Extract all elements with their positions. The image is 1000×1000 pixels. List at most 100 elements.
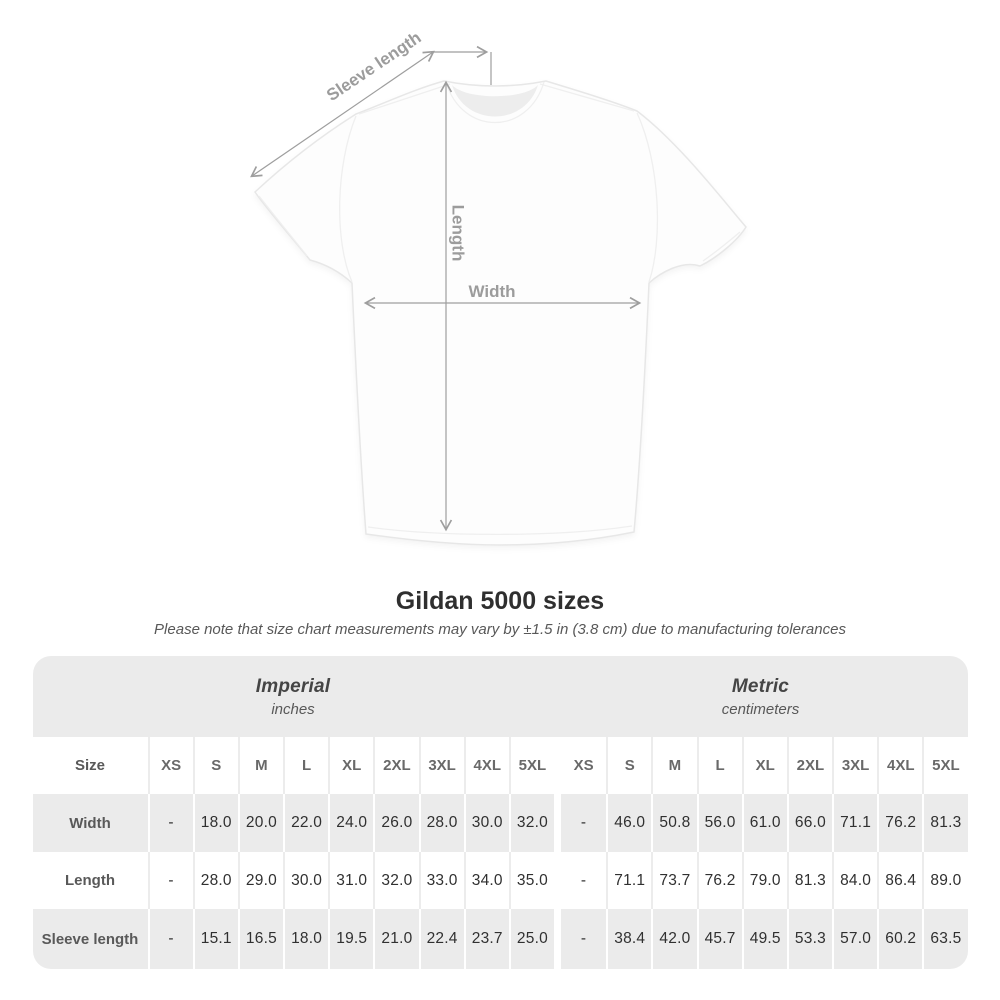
- size-metric-m: M: [651, 737, 697, 794]
- row-label: Sleeve length: [32, 909, 148, 969]
- cell: 76.2: [877, 794, 923, 852]
- cell: 42.0: [651, 909, 697, 969]
- imperial-unit: inches: [271, 700, 315, 718]
- size-metric-xl: XL: [741, 737, 787, 794]
- cell: 21.0: [373, 909, 419, 969]
- unit-divider: [554, 852, 561, 909]
- cell: 84.0: [832, 852, 878, 909]
- cell: 30.0: [283, 852, 329, 909]
- size-imperial-s: S: [192, 737, 238, 794]
- metric-unit: centimeters: [721, 700, 800, 718]
- cell: 79.0: [741, 852, 787, 909]
- cell: 18.0: [283, 909, 329, 969]
- cell: 86.4: [877, 852, 923, 909]
- cell: 57.0: [832, 909, 878, 969]
- cell: 28.0: [192, 852, 238, 909]
- cell: -: [147, 909, 193, 969]
- cell: -: [147, 794, 193, 852]
- cell: 20.0: [237, 794, 283, 852]
- unit-header-band: Imperial inches Metric centimeters: [32, 656, 968, 737]
- cell: 32.0: [373, 852, 419, 909]
- metric-title: Metric: [731, 675, 790, 697]
- cell: 45.7: [696, 909, 742, 969]
- cell: 73.7: [651, 852, 697, 909]
- cell: 19.5: [328, 909, 374, 969]
- cell: 60.2: [877, 909, 923, 969]
- cell: 26.0: [373, 794, 419, 852]
- cell: 50.8: [651, 794, 697, 852]
- row-label: Length: [32, 852, 148, 909]
- cell: 81.3: [786, 852, 832, 909]
- cell: 23.7: [463, 909, 509, 969]
- cell: 71.1: [606, 852, 652, 909]
- cell: 31.0: [328, 852, 374, 909]
- cell: 22.4: [418, 909, 464, 969]
- cell: 63.5: [922, 909, 968, 969]
- unit-divider: [554, 909, 561, 969]
- unit-divider: [554, 794, 561, 852]
- cell: -: [561, 852, 607, 909]
- tshirt-measurement-figure: Sleeve length Length Width: [250, 28, 747, 546]
- imperial-title: Imperial: [255, 675, 331, 697]
- size-imperial-2xl: 2XL: [373, 737, 419, 794]
- width-label: Width: [468, 282, 515, 301]
- cell: 56.0: [696, 794, 742, 852]
- size-imperial-5xl: 5XL: [508, 737, 554, 794]
- cell: 81.3: [922, 794, 968, 852]
- size-metric-s: S: [606, 737, 652, 794]
- cell: 71.1: [832, 794, 878, 852]
- cell: 49.5: [741, 909, 787, 969]
- cell: 32.0: [508, 794, 554, 852]
- cell: 66.0: [786, 794, 832, 852]
- size-imperial-3xl: 3XL: [418, 737, 464, 794]
- cell: 29.0: [237, 852, 283, 909]
- cell: 35.0: [508, 852, 554, 909]
- size-metric-xs: XS: [561, 737, 607, 794]
- size-metric-2xl: 2XL: [786, 737, 832, 794]
- cell: 25.0: [508, 909, 554, 969]
- cell: 34.0: [463, 852, 509, 909]
- size-metric-4xl: 4XL: [877, 737, 923, 794]
- cell: 76.2: [696, 852, 742, 909]
- cell: 16.5: [237, 909, 283, 969]
- imperial-header: Imperial inches: [33, 656, 554, 737]
- table-row-sleeve-length: Sleeve length - 15.1 16.5 18.0 19.5 21.0…: [32, 909, 968, 969]
- cell: 38.4: [606, 909, 652, 969]
- cell: 61.0: [741, 794, 787, 852]
- size-metric-l: L: [696, 737, 742, 794]
- row-label: Width: [32, 794, 148, 852]
- size-chart-table: Imperial inches Metric centimeters Size …: [32, 656, 968, 969]
- sleeve-length-arrow: [250, 50, 435, 178]
- cell: 22.0: [283, 794, 329, 852]
- size-header-row: Size XS S M L XL 2XL 3XL 4XL 5XL XS S M …: [32, 737, 968, 794]
- cell: 30.0: [463, 794, 509, 852]
- cell: -: [147, 852, 193, 909]
- size-imperial-4xl: 4XL: [463, 737, 509, 794]
- table-row-width: Width - 18.0 20.0 22.0 24.0 26.0 28.0 30…: [32, 794, 968, 852]
- cell: 15.1: [192, 909, 238, 969]
- cell: 24.0: [328, 794, 374, 852]
- unit-divider: [554, 737, 561, 794]
- cell: 46.0: [606, 794, 652, 852]
- size-imperial-xl: XL: [328, 737, 374, 794]
- length-label: Length: [449, 205, 468, 262]
- cell: 18.0: [192, 794, 238, 852]
- cell: 89.0: [922, 852, 968, 909]
- size-column-header: Size: [32, 737, 148, 794]
- tolerance-note: Please note that size chart measurements…: [154, 621, 846, 638]
- cell: 33.0: [418, 852, 464, 909]
- size-imperial-m: M: [237, 737, 283, 794]
- size-metric-3xl: 3XL: [832, 737, 878, 794]
- size-imperial-xs: XS: [147, 737, 193, 794]
- table-row-length: Length - 28.0 29.0 30.0 31.0 32.0 33.0 3…: [32, 852, 968, 909]
- cell: -: [561, 794, 607, 852]
- cell: 53.3: [786, 909, 832, 969]
- metric-header: Metric centimeters: [554, 656, 968, 737]
- size-imperial-l: L: [283, 737, 329, 794]
- cell: 28.0: [418, 794, 464, 852]
- tshirt-image: [254, 80, 747, 546]
- page-title: Gildan 5000 sizes: [395, 587, 605, 615]
- size-metric-5xl: 5XL: [922, 737, 968, 794]
- cell: -: [561, 909, 607, 969]
